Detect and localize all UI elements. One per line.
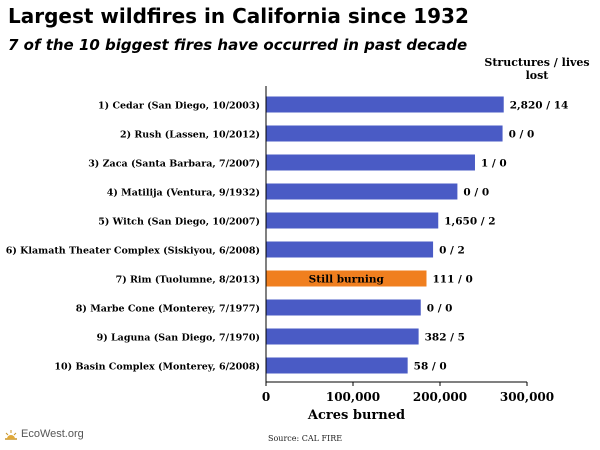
category-label: 4) Matilija (Ventura, 9/1932) [107,188,260,199]
bar [266,357,408,374]
sun-logo-icon [5,430,17,440]
data-label: 1 / 0 [481,158,507,170]
bar [266,154,475,171]
chart-title: Largest wildfires in California since 19… [8,4,469,28]
category-label: 10) Basin Complex (Monterey, 6/2008) [54,362,260,373]
category-label: 3) Zaca (Santa Barbara, 7/2007) [88,159,260,170]
x-tick-label: 200,000 [413,390,467,404]
data-label: 382 / 5 [425,332,465,344]
category-label: 2) Rush (Lassen, 10/2012) [120,130,260,141]
data-label: 111 / 0 [432,274,472,286]
data-label: 0 / 0 [509,129,535,141]
bar [266,183,458,200]
data-label: 58 / 0 [414,361,447,373]
logo: EcoWest.org [4,428,84,440]
logo-text: EcoWest.org [21,428,84,440]
category-label: 1) Cedar (San Diego, 10/2003) [98,101,260,112]
category-label: 5) Witch (San Diego, 10/2007) [98,217,260,228]
data-label: 1,650 / 2 [444,216,495,228]
category-label: 6) Klamath Theater Complex (Siskiyou, 6/… [6,246,260,257]
still-burning-label: Still burning [309,274,385,286]
data-label: 0 / 2 [439,245,465,257]
bar [266,212,439,229]
bar [266,241,434,258]
source-note: Source: CAL FIRE [268,434,343,443]
bar [266,125,503,142]
category-label: 7) Rim (Tuolumne, 8/2013) [116,275,260,286]
x-axis-title: Acres burned [307,408,405,423]
data-label-header: Structures / lives lost [484,56,590,82]
bar [266,299,421,316]
chart-subtitle: 7 of the 10 biggest fires have occurred … [8,36,468,54]
x-tick-label: 100,000 [326,390,380,404]
x-tick-label: 0 [262,390,270,404]
data-label: 2,820 / 14 [510,100,569,112]
bar [266,270,427,287]
category-label: 8) Marbe Cone (Monterey, 7/1977) [76,304,260,315]
data-label: 0 / 0 [427,303,453,315]
category-label: 9) Laguna (San Diego, 7/1970) [97,333,260,344]
x-tick-label: 300,000 [500,390,554,404]
data-label: 0 / 0 [463,187,489,199]
bar [266,328,419,345]
bar [266,96,504,113]
